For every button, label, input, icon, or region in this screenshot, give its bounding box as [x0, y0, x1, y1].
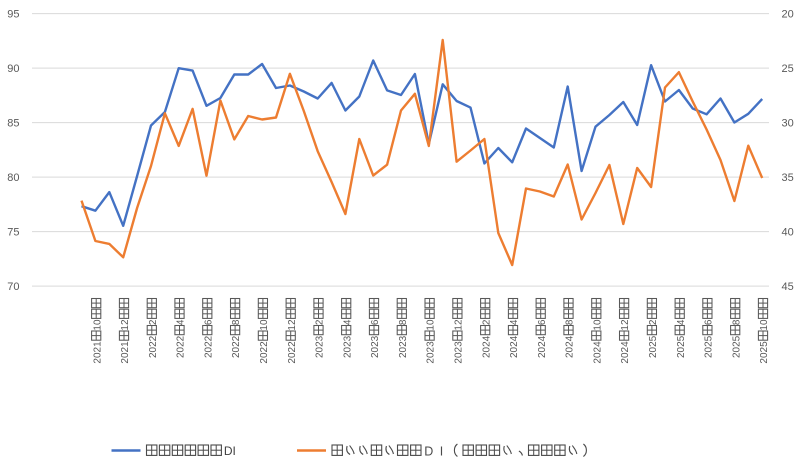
svg-text:8: 8 [565, 319, 576, 325]
svg-text:6: 6 [203, 319, 214, 325]
svg-text:2023: 2023 [342, 335, 353, 358]
svg-text:95: 95 [7, 9, 19, 21]
svg-text:2022: 2022 [287, 341, 298, 364]
svg-text:2024: 2024 [481, 335, 492, 358]
svg-text:DI: DI [224, 444, 236, 458]
svg-text:2023: 2023 [426, 341, 437, 364]
svg-text:2022: 2022 [176, 335, 187, 358]
svg-text:2022: 2022 [231, 335, 242, 358]
svg-text:6: 6 [704, 319, 715, 325]
svg-text:2021: 2021 [120, 341, 131, 364]
svg-text:2024: 2024 [565, 335, 576, 358]
svg-text:12: 12 [287, 319, 298, 331]
svg-text:2022: 2022 [259, 341, 270, 364]
svg-text:8: 8 [731, 319, 742, 325]
svg-text:2025: 2025 [759, 341, 770, 364]
svg-text:2024: 2024 [537, 335, 548, 358]
svg-text:80: 80 [7, 172, 19, 184]
svg-text:85: 85 [7, 118, 19, 130]
svg-text:25: 25 [782, 63, 794, 75]
svg-text:2025: 2025 [648, 335, 659, 358]
svg-text:12: 12 [454, 319, 465, 331]
svg-text:8: 8 [398, 319, 409, 325]
svg-text:10: 10 [426, 319, 437, 331]
svg-text:2022: 2022 [148, 335, 159, 358]
svg-text:4: 4 [342, 319, 353, 325]
svg-text:2: 2 [315, 319, 326, 325]
svg-text:2: 2 [648, 319, 659, 325]
svg-text:12: 12 [620, 319, 631, 331]
svg-text:20: 20 [782, 9, 794, 21]
svg-text:2023: 2023 [398, 335, 409, 358]
svg-text:70: 70 [7, 281, 19, 293]
svg-text:40: 40 [782, 227, 794, 239]
svg-text:2023: 2023 [454, 341, 465, 364]
svg-text:I: I [440, 445, 443, 459]
svg-text:10: 10 [759, 319, 770, 331]
svg-text:2025: 2025 [676, 335, 687, 358]
svg-text:30: 30 [782, 118, 794, 130]
svg-text:2021: 2021 [92, 341, 103, 364]
svg-text:35: 35 [782, 172, 794, 184]
svg-text:2025: 2025 [704, 335, 715, 358]
svg-text:12: 12 [120, 319, 131, 331]
svg-text:2024: 2024 [509, 335, 520, 358]
svg-text:4: 4 [676, 319, 687, 325]
svg-text:4: 4 [176, 319, 187, 325]
svg-text:4: 4 [509, 319, 520, 325]
svg-text:45: 45 [782, 281, 794, 293]
svg-text:75: 75 [7, 227, 19, 239]
svg-text:10: 10 [92, 319, 103, 331]
svg-text:2: 2 [481, 319, 492, 325]
svg-text:90: 90 [7, 63, 19, 75]
svg-text:2023: 2023 [315, 335, 326, 358]
svg-text:10: 10 [592, 319, 603, 331]
svg-text:10: 10 [259, 319, 270, 331]
svg-text:D: D [424, 445, 433, 459]
svg-text:6: 6 [537, 319, 548, 325]
svg-text:2022: 2022 [203, 335, 214, 358]
svg-text:2023: 2023 [370, 335, 381, 358]
svg-text:6: 6 [370, 319, 381, 325]
svg-text:2: 2 [148, 319, 159, 325]
svg-text:2024: 2024 [620, 341, 631, 364]
svg-text:8: 8 [231, 319, 242, 325]
svg-text:2024: 2024 [592, 341, 603, 364]
svg-text:2025: 2025 [731, 335, 742, 358]
